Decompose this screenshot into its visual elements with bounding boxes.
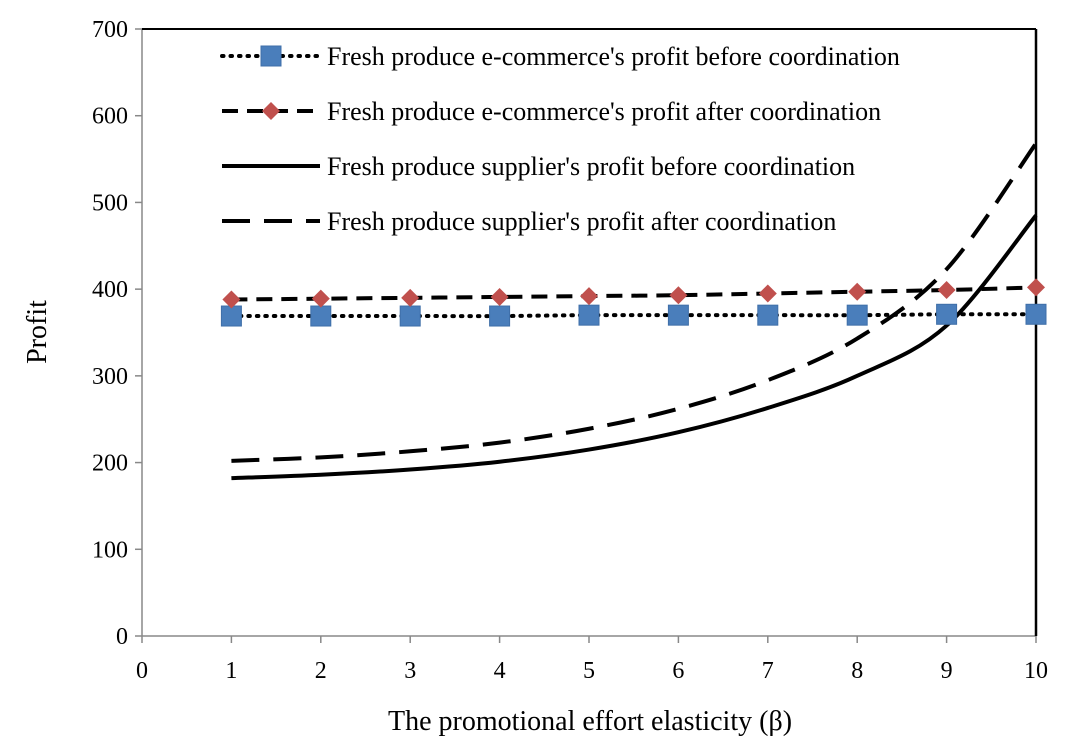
data-point (399, 305, 421, 327)
legend-entry-4: Fresh produce supplier's profit after co… (222, 207, 836, 236)
data-point (489, 305, 511, 327)
series-line (231, 142, 1038, 463)
y-tick-label: 500 (92, 190, 128, 216)
series-line (231, 214, 1038, 481)
legend-entry-1: Fresh produce e-commerce's profit before… (220, 42, 900, 71)
data-point (758, 284, 777, 303)
y-tick-label: 0 (116, 624, 128, 650)
data-point (401, 288, 420, 307)
legend-label: Fresh produce supplier's profit before c… (327, 152, 855, 181)
x-axis-title: The promotional effort elasticity (β) (388, 706, 792, 737)
x-tick-label: 4 (494, 658, 506, 684)
series-line (229, 312, 1038, 319)
x-tick-label: 1 (225, 658, 237, 684)
data-point (936, 303, 958, 325)
x-tick-label: 6 (672, 658, 684, 684)
legend-swatch-marker (262, 102, 280, 120)
axis-ticks: 0 100 200 300 400 500 600 700 0 1 2 3 4 5 6 7 8 9 10 (92, 17, 1048, 684)
legend-entry-3: Fresh produce supplier's profit before c… (222, 152, 855, 181)
y-tick-label: 200 (92, 451, 128, 477)
x-tick-label: 9 (941, 658, 953, 684)
legend-label: Fresh produce supplier's profit after co… (327, 207, 836, 236)
data-point (578, 304, 600, 326)
y-tick-label: 700 (92, 17, 128, 43)
x-tick-label: 3 (404, 658, 416, 684)
legend: Fresh produce e-commerce's profit before… (220, 42, 900, 236)
data-point (757, 304, 779, 326)
data-point (848, 282, 867, 301)
data-point (222, 290, 241, 309)
y-tick-label: 400 (92, 277, 128, 303)
y-tick-label: 300 (92, 364, 128, 390)
data-point (311, 289, 330, 308)
series-2 (222, 278, 1045, 309)
legend-entry-2: Fresh produce e-commerce's profit after … (222, 97, 881, 126)
data-point (937, 281, 956, 300)
series-3 (231, 214, 1038, 481)
data-point (310, 305, 332, 327)
y-axis-title: Profit (22, 300, 53, 364)
x-tick-label: 10 (1024, 658, 1048, 684)
x-tick-label: 8 (851, 658, 863, 684)
series-line (231, 285, 1037, 302)
data-point (1025, 303, 1047, 325)
legend-label: Fresh produce e-commerce's profit after … (327, 97, 881, 126)
data-point (490, 287, 509, 306)
data-point (580, 287, 598, 306)
legend-label: Fresh produce e-commerce's profit before… (327, 42, 900, 71)
series-1 (220, 303, 1047, 327)
y-tick-label: 600 (92, 104, 128, 130)
series-4 (231, 142, 1038, 463)
series-layer (220, 142, 1047, 481)
data-point (669, 286, 688, 305)
y-tick-label: 100 (92, 537, 128, 563)
x-tick-label: 7 (762, 658, 774, 684)
legend-swatch-marker (260, 45, 282, 67)
data-point (1027, 278, 1045, 297)
data-point (667, 304, 689, 326)
x-tick-label: 0 (136, 658, 148, 684)
plot-frame (141, 28, 1038, 637)
data-point (220, 305, 242, 327)
x-tick-label: 5 (583, 658, 595, 684)
x-tick-label: 2 (315, 658, 327, 684)
data-point (846, 304, 868, 326)
